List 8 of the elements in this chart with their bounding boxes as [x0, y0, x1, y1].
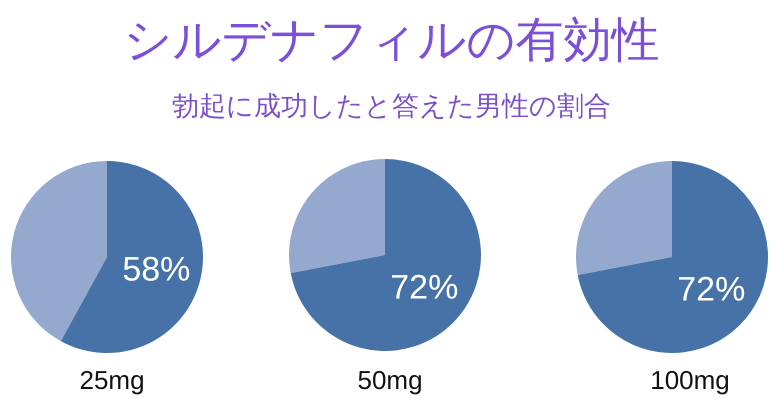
text: 50mg — [357, 365, 423, 395]
text: 25mg — [79, 365, 145, 395]
text: 100mg — [650, 365, 730, 395]
data-label: 72% — [677, 270, 746, 309]
text: 勃起に成功したと答えた男性の割合 — [171, 90, 612, 124]
data-label: 72% — [390, 268, 458, 307]
data-label: 58% — [122, 250, 190, 289]
text: シルデナフィルの有効性 — [122, 11, 660, 70]
